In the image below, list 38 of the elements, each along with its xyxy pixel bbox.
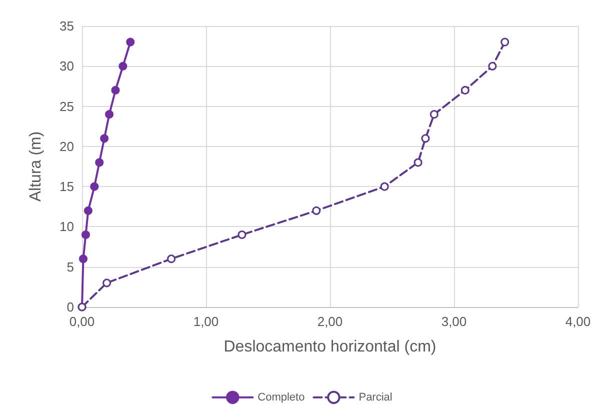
point (238, 230, 246, 239)
y-tick-label: 10 (60, 219, 74, 234)
point (84, 206, 92, 215)
point (111, 86, 120, 94)
x-tick-label: 2,00 (317, 314, 343, 329)
point (380, 182, 389, 191)
y-axis-title: Altura (m) (28, 131, 44, 202)
point (95, 158, 104, 167)
legend-label: Parcial (358, 391, 392, 404)
legend-label: Completo (258, 391, 305, 404)
point (500, 38, 510, 46)
point (102, 278, 112, 288)
y-tick-label: 30 (60, 58, 74, 74)
y-tick-label: 0 (66, 300, 74, 314)
x-tick-label: 4,00 (565, 314, 591, 329)
point (414, 158, 422, 167)
point (118, 62, 128, 70)
point (488, 62, 497, 70)
point (430, 110, 438, 119)
point (105, 110, 114, 119)
point (421, 134, 430, 143)
point (167, 254, 176, 264)
point (78, 254, 88, 264)
y-tick-label: 35 (60, 18, 74, 34)
x-axis-title: Deslocamento horizontal (cm) (224, 338, 436, 356)
y-tick-label: 25 (60, 98, 74, 114)
y-tick-label: 15 (60, 179, 74, 194)
x-tick-label: 3,00 (441, 314, 467, 329)
point (460, 86, 470, 94)
x-tick-label: 0,00 (69, 314, 95, 329)
point (100, 134, 109, 143)
point (312, 206, 321, 215)
x-tick-label: 1,00 (193, 314, 219, 329)
point (81, 230, 90, 239)
point (126, 38, 135, 46)
y-tick-label: 5 (66, 259, 74, 274)
point (90, 182, 99, 191)
y-tick-label: 20 (60, 138, 74, 154)
